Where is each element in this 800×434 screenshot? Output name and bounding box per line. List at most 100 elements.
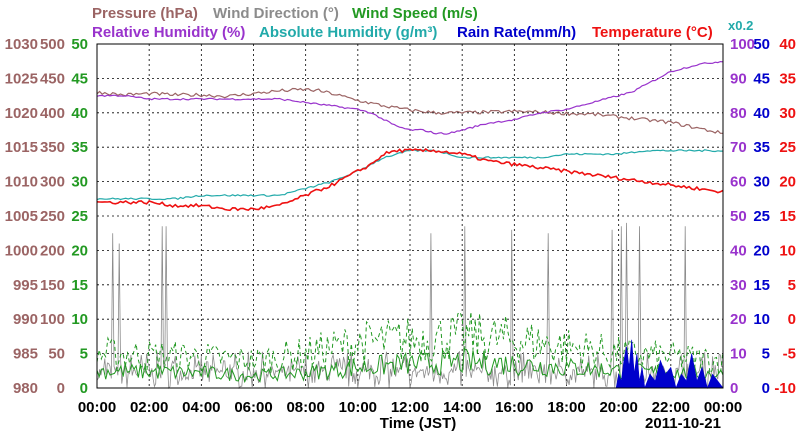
y-tick-label-humidity: 70 [730,139,747,156]
series-wind-speed [96,348,724,384]
y-tick-label-abs-hum: 15 [753,277,770,294]
y-tick-label-temperature: 0 [788,311,796,328]
y-tick-label-pressure: 1005 [5,208,38,225]
y-tick-label-pressure: 1010 [5,174,38,191]
x-tick-label: 12:00 [391,399,429,416]
y-tick-label-wind-speed: 45 [71,70,88,87]
y-tick-label-wind-speed: 5 [80,346,88,363]
series-wind-gust [96,311,724,376]
y-tick-label-wind-dir: 100 [40,311,65,328]
x-tick-label: 06:00 [234,399,272,416]
y-tick-label-abs-hum: 5 [762,346,770,363]
y-tick-label-wind-speed: 30 [71,174,88,191]
x-tick-label: 22:00 [652,399,690,416]
axes-layer: 1030102510201015101010051000995990985980… [5,36,796,416]
y-tick-label-temperature: -10 [774,380,796,397]
y-tick-label-wind-speed: 40 [71,105,88,122]
x-tick-label: 18:00 [547,399,585,416]
y-tick-label-wind-dir: 350 [40,139,65,156]
y-tick-label-abs-hum: 30 [753,174,770,191]
y-tick-label-wind-dir: 0 [57,380,65,397]
x-axis-label: Time (JST) [380,415,456,432]
x-tick-label: 08:00 [286,399,324,416]
x-tick-label: 10:00 [339,399,377,416]
y-tick-label-wind-speed: 0 [80,380,88,397]
y-tick-label-wind-dir: 500 [40,36,65,53]
y-tick-label-humidity: 50 [730,208,747,225]
y-tick-label-wind-dir: 150 [40,277,65,294]
y-tick-label-wind-speed: 50 [71,36,88,53]
y-tick-label-temperature: 35 [779,70,796,87]
y-tick-label-wind-dir: 300 [40,174,65,191]
legend-relative-humidity: Relative Humidity (%) [92,24,245,41]
y-tick-label-pressure: 980 [13,380,38,397]
x-tick-label: 04:00 [182,399,220,416]
y-tick-label-pressure: 1000 [5,242,38,259]
legend-wind-direction: Wind Direction (°) [213,5,339,22]
y-tick-label-wind-dir: 50 [48,346,65,363]
y-tick-label-temperature: 40 [779,36,796,53]
y-tick-label-humidity: 10 [730,346,747,363]
legend: Pressure (hPa) Wind Direction (°) Wind S… [92,5,753,41]
y-tick-label-temperature: -5 [783,346,796,363]
y-tick-label-wind-speed: 10 [71,311,88,328]
series-layer [96,60,724,390]
y-tick-label-temperature: 25 [779,139,796,156]
x-tick-label: 02:00 [130,399,168,416]
grid [97,44,723,388]
y-tick-label-abs-hum: 45 [753,70,770,87]
y-tick-label-temperature: 30 [779,105,796,122]
y-tick-label-pressure: 1025 [5,70,38,87]
y-tick-label-temperature: 5 [788,277,796,294]
series-temperature [96,147,724,212]
y-tick-label-abs-hum: 35 [753,139,770,156]
y-tick-label-wind-speed: 25 [71,208,88,225]
y-tick-label-pressure: 985 [13,346,38,363]
y-tick-label-wind-speed: 35 [71,139,88,156]
y-tick-label-humidity: 30 [730,277,747,294]
x-tick-label: 20:00 [599,399,637,416]
y-tick-label-temperature: 15 [779,208,796,225]
y-tick-label-temperature: 10 [779,242,796,259]
y-tick-label-humidity: 80 [730,105,747,122]
date-label: 2011-10-21 [645,415,721,432]
legend-temperature: Temperature (°C) [592,24,713,41]
y-tick-label-abs-hum: 0 [762,380,770,397]
series-pressure [96,87,723,134]
series-rain-rate [615,339,724,389]
y-tick-label-humidity: 20 [730,311,747,328]
y-tick-label-wind-speed: 15 [71,277,88,294]
y-tick-label-humidity: 90 [730,70,747,87]
y-tick-label-pressure: 1020 [5,105,38,122]
legend-rain-rate: Rain Rate(mm/h) [457,24,576,41]
x-tick-label: 00:00 [78,399,116,416]
y-tick-label-wind-speed: 20 [71,242,88,259]
y-tick-label-humidity: 100 [730,36,755,53]
y-tick-label-pressure: 1030 [5,36,38,53]
y-tick-label-wind-dir: 200 [40,242,65,259]
y-tick-label-abs-hum: 10 [753,311,770,328]
abs-humidity-scale-note: x0.2 [728,18,753,33]
y-tick-label-wind-dir: 250 [40,208,65,225]
plot-frame [96,43,724,389]
y-tick-label-humidity: 60 [730,174,747,191]
y-tick-label-abs-hum: 40 [753,105,770,122]
series-rel-humidity [96,60,724,135]
legend-wind-speed: Wind Speed (m/s) [352,5,478,22]
y-tick-label-abs-hum: 50 [753,36,770,53]
legend-pressure: Pressure (hPa) [92,5,198,22]
legend-absolute-humidity: Absolute Humidity (g/m³) [259,24,437,41]
y-tick-label-temperature: 20 [779,174,796,191]
x-tick-label: 16:00 [495,399,533,416]
x-tick-label: 00:00 [704,399,742,416]
y-tick-label-pressure: 990 [13,311,38,328]
y-tick-label-pressure: 995 [13,277,38,294]
y-tick-label-pressure: 1015 [5,139,38,156]
y-tick-label-abs-hum: 20 [753,242,770,259]
y-tick-label-abs-hum: 25 [753,208,770,225]
y-tick-label-wind-dir: 400 [40,105,65,122]
y-tick-label-humidity: 0 [730,380,738,397]
series-abs-humidity [96,149,723,201]
y-tick-label-wind-dir: 450 [40,70,65,87]
